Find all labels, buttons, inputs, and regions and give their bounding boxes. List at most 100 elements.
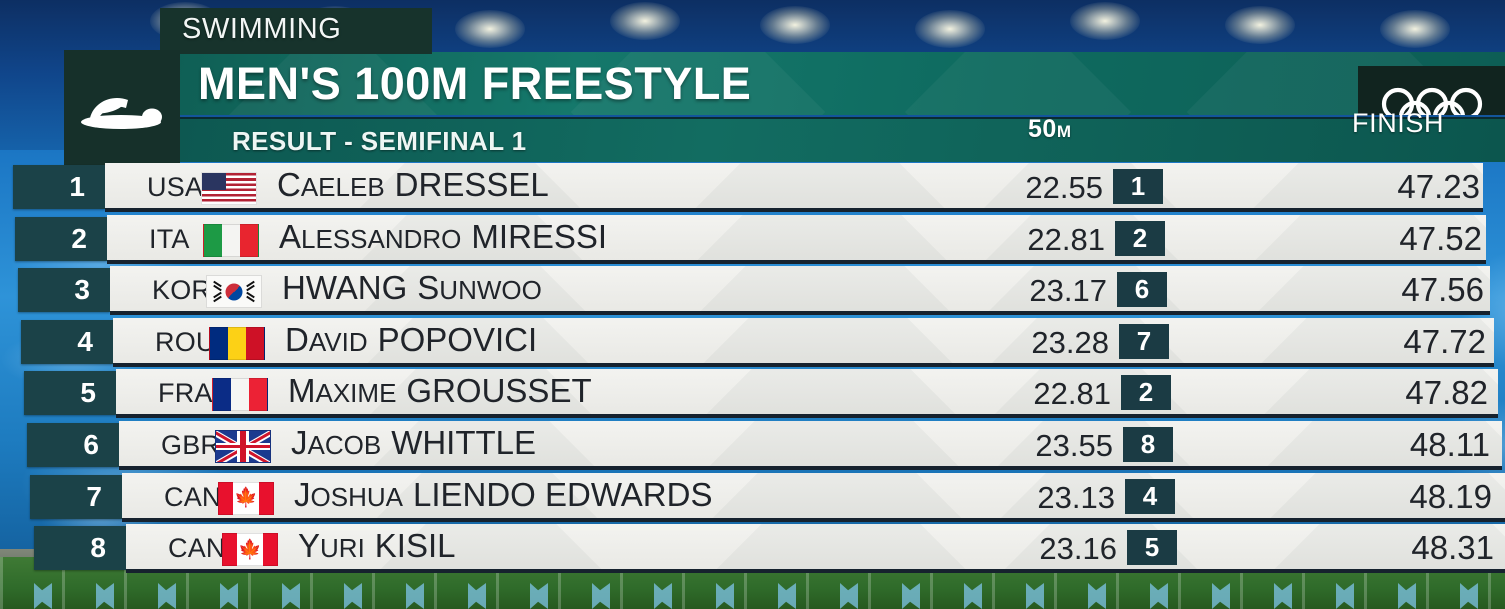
row-texture <box>685 163 955 208</box>
split-rank-badge: 2 <box>1121 375 1171 411</box>
background-lamp <box>1380 10 1450 48</box>
finish-time: 47.56 <box>1401 271 1484 309</box>
row-texture <box>687 214 957 260</box>
split-time: 23.55 <box>1035 428 1113 463</box>
background-lamp <box>455 10 525 48</box>
result-subtitle: RESULT - SEMIFINAL 1 <box>232 126 527 156</box>
athlete-name: DAVID POPOVICI <box>285 320 538 358</box>
row-texture <box>690 266 960 312</box>
row-texture <box>702 472 972 518</box>
header-subtitle-band: RESULT - SEMIFINAL 1 <box>180 117 1505 162</box>
athlete-name: HWANG SUNWOO <box>282 269 542 307</box>
swimmer-icon <box>64 50 180 168</box>
split-rank-badge: 8 <box>1123 427 1173 462</box>
flag-rou <box>209 326 265 360</box>
result-row: 1 USA CAELEB DRESSEL 22.55 1 47.23 <box>0 163 1505 213</box>
rank-value: 5 <box>80 377 96 409</box>
split-rank-badge: 7 <box>1119 323 1169 359</box>
rank-value: 2 <box>71 222 87 254</box>
rank-badge: 3 <box>18 268 110 313</box>
background-lamp <box>760 6 830 44</box>
split-time: 23.28 <box>1031 324 1109 360</box>
result-row: 7 CAN 🍁 JOSHUA LIENDO EDWARDS 23.13 4 48.19 <box>0 472 1505 523</box>
result-row: 8 CAN 🍁 YURI KISIL 23.16 5 48.31 <box>0 524 1505 574</box>
result-row-body: FRA MAXIME GROUSSET <box>116 369 1498 419</box>
sport-label-text: SWIMMING <box>182 13 342 45</box>
athlete-name: CAELEB DRESSEL <box>277 166 549 203</box>
row-texture <box>699 421 969 466</box>
athlete-name: JOSHUA LIENDO EDWARDS <box>294 475 713 513</box>
flag-can: 🍁 <box>218 481 274 515</box>
result-row-body: USA CAELEB DRESSEL <box>105 163 1483 212</box>
flag-usa <box>201 172 257 205</box>
rank-badge: 5 <box>24 371 116 416</box>
column-header-finish: FINISH <box>1352 108 1445 138</box>
split-rank-badge: 4 <box>1125 478 1175 514</box>
country-code: GBR <box>161 430 221 460</box>
flag-can: 🍁 <box>222 533 278 567</box>
result-row-body: KOR HWANG SUNWOO <box>110 266 1490 316</box>
country-code: FRA <box>158 378 213 409</box>
athlete-name: YURI KISIL <box>298 527 456 565</box>
athlete-name: MAXIME GROUSSET <box>288 372 592 410</box>
rank-value: 3 <box>74 274 90 306</box>
result-row: 6 GBR JACOB WHITTLE 23.55 8 48.11 <box>0 421 1505 471</box>
split-rank-badge: 2 <box>1115 220 1165 256</box>
finish-time: 48.31 <box>1411 529 1494 567</box>
result-row: 4 ROU DAVID POPOVICI 23.28 7 47.72 <box>0 317 1505 368</box>
split-time: 22.55 <box>1025 170 1103 205</box>
finish-time: 48.19 <box>1409 477 1492 515</box>
background-lamp <box>1225 6 1295 44</box>
flag-gbr <box>215 430 271 463</box>
result-row-body: CAN 🍁 YURI KISIL <box>126 524 1505 574</box>
result-row-body: ROU DAVID POPOVICI <box>113 317 1494 367</box>
split-time: 23.13 <box>1037 479 1115 515</box>
result-row: 3 KOR HWANG SUNWOO 23.17 6 47.56 <box>0 266 1505 316</box>
split-rank-badge: 6 <box>1117 272 1167 308</box>
split-time: 23.16 <box>1039 531 1117 567</box>
country-code: CAN <box>164 481 222 512</box>
flag-kor <box>206 275 262 309</box>
background-lamp <box>1070 2 1140 40</box>
finish-time: 47.82 <box>1405 374 1488 412</box>
finish-time: 47.52 <box>1399 219 1482 257</box>
rank-badge: 6 <box>27 423 119 467</box>
athlete-name: ALESSANDRO MIRESSI <box>279 217 608 255</box>
header-title-band <box>178 52 1505 115</box>
country-code: KOR <box>152 275 212 306</box>
flag-ita <box>203 223 259 257</box>
rank-badge: 2 <box>15 216 107 261</box>
athlete-name: JACOB WHITTLE <box>291 424 537 461</box>
event-title: MEN'S 100M FREESTYLE <box>198 58 752 109</box>
olympic-rings-icon <box>1358 66 1505 115</box>
row-texture <box>696 369 966 415</box>
split-rank-badge: 1 <box>1113 169 1163 204</box>
result-row: 2 ITA ALESSANDRO MIRESSI 22.81 2 47.52 <box>0 214 1505 265</box>
result-row-body: ITA ALESSANDRO MIRESSI <box>107 214 1486 264</box>
country-code: ITA <box>149 223 190 254</box>
rank-value: 4 <box>77 325 93 357</box>
rank-value: 6 <box>83 429 99 460</box>
rank-value: 1 <box>69 171 85 202</box>
result-row-body: GBR JACOB WHITTLE <box>119 421 1502 470</box>
rank-value: 8 <box>90 532 106 564</box>
result-row: 5 FRA MAXIME GROUSSET 22.81 2 47.82 <box>0 369 1505 419</box>
flag-fra <box>212 378 268 412</box>
rank-value: 7 <box>86 480 102 512</box>
finish-time: 47.72 <box>1403 322 1486 360</box>
rank-badge: 8 <box>34 526 126 571</box>
background-lamp <box>610 2 680 40</box>
result-row-body: CAN 🍁 JOSHUA LIENDO EDWARDS <box>122 472 1505 522</box>
split-time: 23.17 <box>1029 273 1107 309</box>
country-code: CAN <box>168 533 226 564</box>
finish-time: 48.11 <box>1409 426 1490 463</box>
rank-badge: 7 <box>30 474 122 519</box>
split-rank-badge: 5 <box>1127 530 1177 566</box>
row-texture <box>706 524 976 570</box>
split-time: 22.81 <box>1033 376 1111 412</box>
sport-label: SWIMMING <box>160 8 432 54</box>
rank-badge: 4 <box>21 319 113 364</box>
rank-badge: 1 <box>13 165 105 209</box>
split-time: 22.81 <box>1027 221 1105 257</box>
